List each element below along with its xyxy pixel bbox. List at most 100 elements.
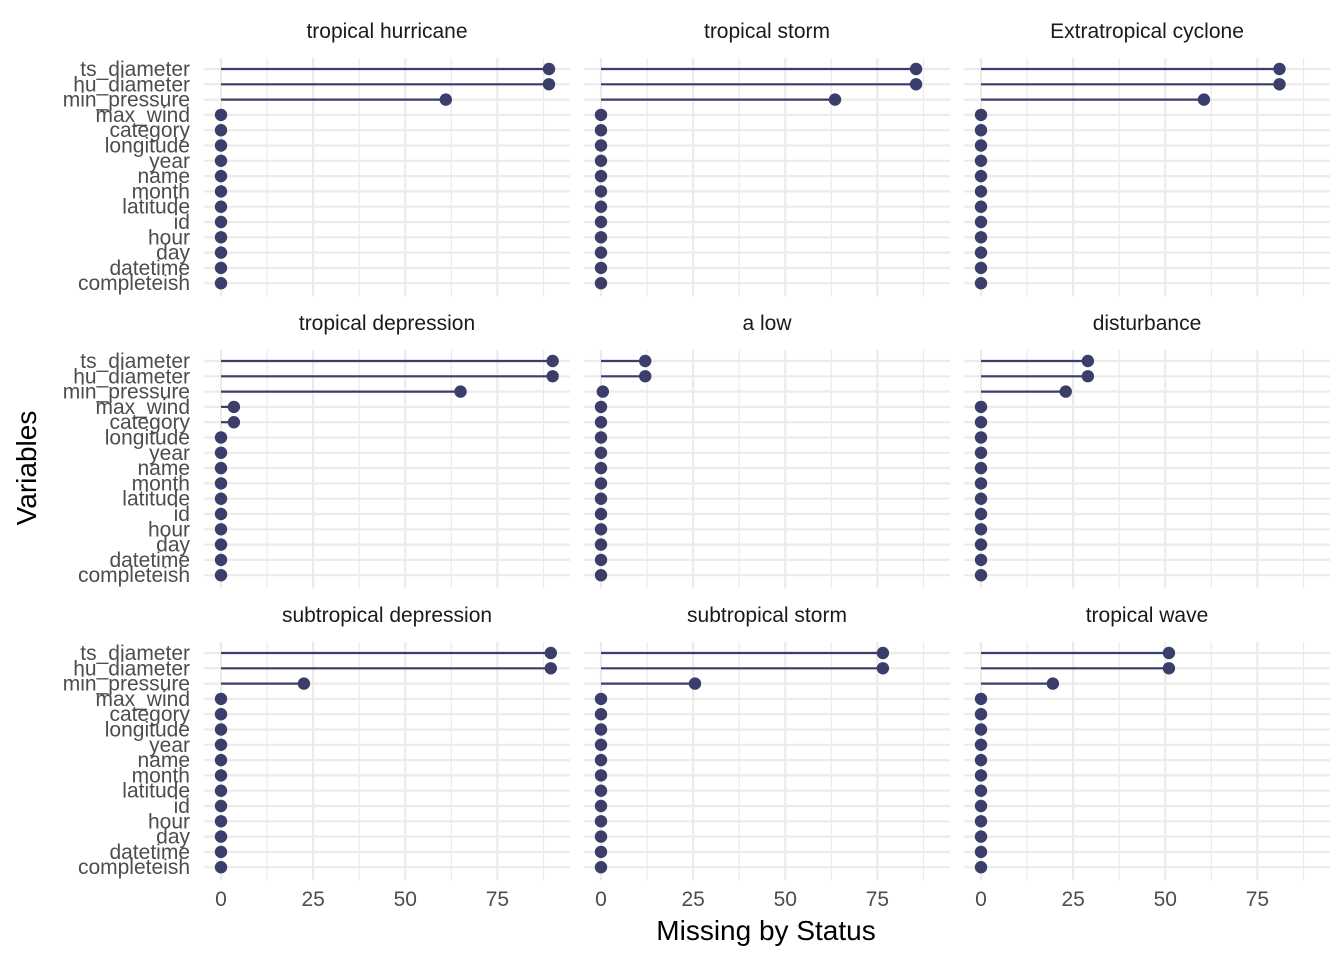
lollipop-point [1162, 646, 1176, 660]
lollipop-point [974, 139, 988, 152]
y-tick-label: month [132, 472, 190, 495]
lollipop-point [876, 662, 890, 675]
facet-panel: disturbance [964, 312, 1330, 589]
facet-title: tropical depression [299, 312, 475, 335]
x-tick-label: 25 [301, 888, 324, 911]
lollipop-point [214, 769, 228, 782]
lollipop-point [542, 62, 556, 76]
lollipop-point [594, 231, 608, 244]
lollipop-point [594, 738, 608, 751]
facet-panel: tropical depression ts_diameterhu_diamete… [63, 312, 570, 589]
y-tick-label: longitude [105, 135, 190, 158]
lollipop-point [214, 784, 228, 797]
lollipop-point [974, 799, 988, 813]
facet-panels: tropical hurricanets_diameterhu_diameter… [63, 20, 1330, 911]
y-tick-label: datetime [109, 549, 190, 572]
lollipop-point [594, 477, 608, 490]
lollipop-point [974, 124, 988, 137]
lollipop-point [214, 523, 228, 536]
lollipop-point [214, 124, 228, 137]
facet-title: tropical wave [1086, 604, 1209, 627]
lollipop-point [876, 646, 890, 660]
lollipop-point [974, 815, 988, 828]
lollipop-point [594, 124, 608, 137]
lollipop-point [594, 845, 608, 859]
lollipop-point [1081, 370, 1095, 383]
y-tick-label: year [149, 150, 190, 173]
y-tick-label: id [174, 795, 190, 818]
y-tick-label: max_wind [95, 688, 190, 711]
lollipop-point [594, 507, 608, 521]
x-tick-label: 0 [215, 888, 227, 911]
y-tick-label: max_wind [95, 104, 190, 127]
lollipop-point [214, 169, 228, 183]
lollipop-point [974, 784, 988, 797]
lollipop-point [909, 78, 923, 91]
lollipop-point [594, 139, 608, 152]
lollipop-point [594, 185, 608, 198]
facet-title: disturbance [1093, 312, 1202, 335]
lollipop-point [909, 62, 923, 76]
lollipop-point [214, 477, 228, 490]
lollipop-point [214, 569, 228, 582]
y-tick-label: month [132, 764, 190, 787]
lollipop-point [542, 78, 556, 91]
lollipop-point [974, 708, 988, 721]
lollipop-point [974, 553, 988, 567]
lollipop-point [974, 523, 988, 536]
lollipop-point [594, 799, 608, 813]
lollipop-point [594, 154, 608, 167]
lollipop-point [214, 753, 228, 767]
lollipop-point [227, 416, 241, 429]
facet-panel: subtropical storm 0 25 50 75 [584, 604, 950, 911]
lollipop-point [439, 93, 452, 106]
y-tick-label: name [137, 749, 190, 772]
lollipop-point [1059, 385, 1072, 398]
lollipop-point [546, 354, 559, 368]
lollipop-point [227, 400, 241, 414]
lollipop-point [214, 277, 228, 290]
y-tick-label: latitude [122, 780, 190, 803]
lollipop-point [1081, 354, 1095, 368]
y-tick-label: min_pressure [63, 89, 190, 112]
y-tick-label: completeish [78, 564, 190, 587]
lollipop-point [974, 738, 988, 751]
y-tick-label: hu_diameter [73, 73, 190, 96]
y-tick-label: ts_diameter [80, 58, 190, 81]
lollipop-point [974, 200, 988, 213]
lollipop-point [974, 692, 988, 706]
lollipop-point [546, 370, 559, 383]
lollipop-point [974, 185, 988, 198]
lollipop-point [974, 416, 988, 429]
facet-title: a low [742, 312, 792, 335]
lollipop-point [974, 769, 988, 782]
y-tick-label: hour [148, 810, 190, 833]
x-tick-label: 50 [1154, 888, 1177, 911]
lollipop-point [974, 723, 988, 736]
lollipop-point [1197, 93, 1211, 106]
lollipop-point [1273, 78, 1286, 91]
lollipop-point [594, 169, 608, 183]
y-tick-label: year [149, 442, 190, 465]
lollipop-point [214, 830, 228, 843]
x-tick-label: 75 [486, 888, 509, 911]
lollipop-point [214, 200, 228, 213]
lollipop-point [214, 692, 228, 706]
y-tick-label: hour [148, 518, 190, 541]
facet-title: subtropical storm [687, 604, 847, 627]
lollipop-point [974, 246, 988, 259]
y-tick-label: min_pressure [63, 673, 190, 696]
lollipop-point [214, 799, 228, 813]
y-tick-label: datetime [109, 841, 190, 864]
lollipop-point [594, 416, 608, 429]
y-tick-label: hour [148, 226, 190, 249]
lollipop-point [974, 538, 988, 551]
x-tick-label: 75 [866, 888, 889, 911]
lollipop-point [594, 246, 608, 259]
lollipop-point [639, 370, 652, 383]
lollipop-point [1046, 677, 1060, 690]
lollipop-point [688, 677, 702, 690]
lollipop-point [974, 569, 988, 582]
y-tick-label: completeish [78, 272, 190, 295]
lollipop-point [974, 861, 988, 874]
